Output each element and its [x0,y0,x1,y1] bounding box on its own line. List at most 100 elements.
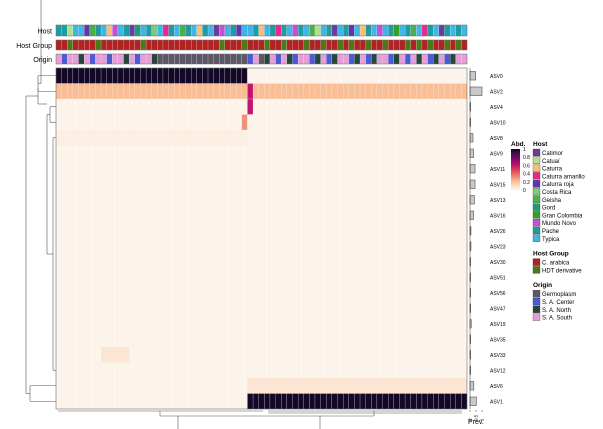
heatmap-cell [168,207,175,224]
abundance-gradient-step [511,159,520,161]
annotation-cell [84,39,90,51]
row-labels: ASV0ASV2ASV4ASV10ASV8ASV9ASV11ASV15ASV13… [490,74,506,406]
annotation-cell [365,24,372,37]
heatmap-cell [449,238,456,255]
annotation-cell [320,39,327,51]
annotation-legend-item: Typica [542,237,560,243]
heatmap-cell [393,114,400,131]
heatmap-cell [106,67,113,84]
heatmap-cell [410,331,417,348]
heatmap-cell [320,222,327,239]
annotation-cell [112,53,119,65]
heatmap-cell [320,114,327,131]
heatmap-cell [67,129,74,146]
heatmap-cell [230,362,237,379]
heatmap-cell [145,393,152,410]
heatmap-cell [185,269,192,286]
heatmap-cell [95,98,102,115]
heatmap-cell [134,346,141,363]
prevalence-bar [469,71,476,81]
heatmap-cell [61,393,68,410]
heatmap-cell [123,176,130,193]
heatmap-cell [297,253,304,270]
heatmap-cell [269,145,276,162]
heatmap-cell [275,377,282,394]
heatmap-cell [61,67,68,84]
annotation-cell [224,24,231,37]
heatmap-cell [190,145,197,162]
heatmap-cell [84,145,90,162]
heatmap-cell [84,253,90,270]
heatmap-cell [241,315,248,332]
heatmap-cell [145,160,152,177]
heatmap-cell [140,269,147,286]
heatmap-cell [100,300,107,317]
heatmap-cell [207,393,214,410]
heatmap-cell [95,207,102,224]
heatmap-cell [106,284,113,301]
heatmap-cell [455,238,462,255]
heatmap-cell [117,253,124,270]
heatmap-cell [95,67,102,84]
heatmap-cell [297,160,304,177]
heatmap-cell [314,114,321,131]
heatmap-cell [219,67,226,84]
heatmap-cell [224,331,231,348]
heatmap-cell [196,269,203,286]
heatmap-cell [196,176,203,193]
heatmap-cell [202,269,209,286]
heatmap-cell [252,393,259,410]
heatmap-cell [123,207,130,224]
heatmap-cell [326,331,333,348]
heatmap-cell [145,191,152,208]
heatmap-cell [55,300,62,317]
heatmap-cell [275,315,282,332]
heatmap-cell [359,83,366,100]
heatmap-cell [78,145,85,162]
heatmap-cell [168,377,175,394]
annotation-cell [404,39,411,51]
heatmap-cell [421,222,428,239]
heatmap-cell [179,191,186,208]
heatmap-cell [320,393,327,410]
annotation-legend-title: Origin [533,282,552,289]
heatmap-cell [67,207,74,224]
prevalence-bar [469,195,475,205]
prevalence-tick-label: 0 [468,418,473,421]
heatmap-cell [444,145,451,162]
heatmap-cell [292,284,299,301]
heatmap-cell [151,238,158,255]
heatmap-cell [348,300,355,317]
heatmap-cell [230,145,237,162]
heatmap-cell [129,114,135,131]
heatmap-cell [123,83,130,100]
heatmap-cell [433,222,440,239]
heatmap-cell [106,362,113,379]
heatmap-cell [371,284,378,301]
annotation-cell [230,53,237,65]
heatmap-cell [157,98,164,115]
annotation-cell [354,39,361,51]
heatmap-cell [421,300,428,317]
heatmap-cell [410,160,417,177]
heatmap-cell [359,222,366,239]
heatmap-cell [247,238,254,255]
heatmap-cell [145,315,152,332]
annotation-cell [292,53,299,65]
heatmap-cell [190,83,197,100]
annotation-cell [174,39,181,51]
heatmap-cell [331,98,338,115]
heatmap-cell [213,98,220,115]
heatmap-cell [55,253,62,270]
heatmap-cell [444,191,451,208]
heatmap-cell [371,377,378,394]
heatmap-cell [213,160,220,177]
heatmap-cell [365,269,372,286]
prevalence-tick-label: 1 [480,418,485,421]
annotation-legend-item: Caturra [542,167,563,173]
row-label: ASV19 [490,322,506,328]
heatmap-cell [461,191,468,208]
annotation-cell [388,53,394,65]
heatmap-cell [123,362,130,379]
heatmap-cell [281,67,288,84]
